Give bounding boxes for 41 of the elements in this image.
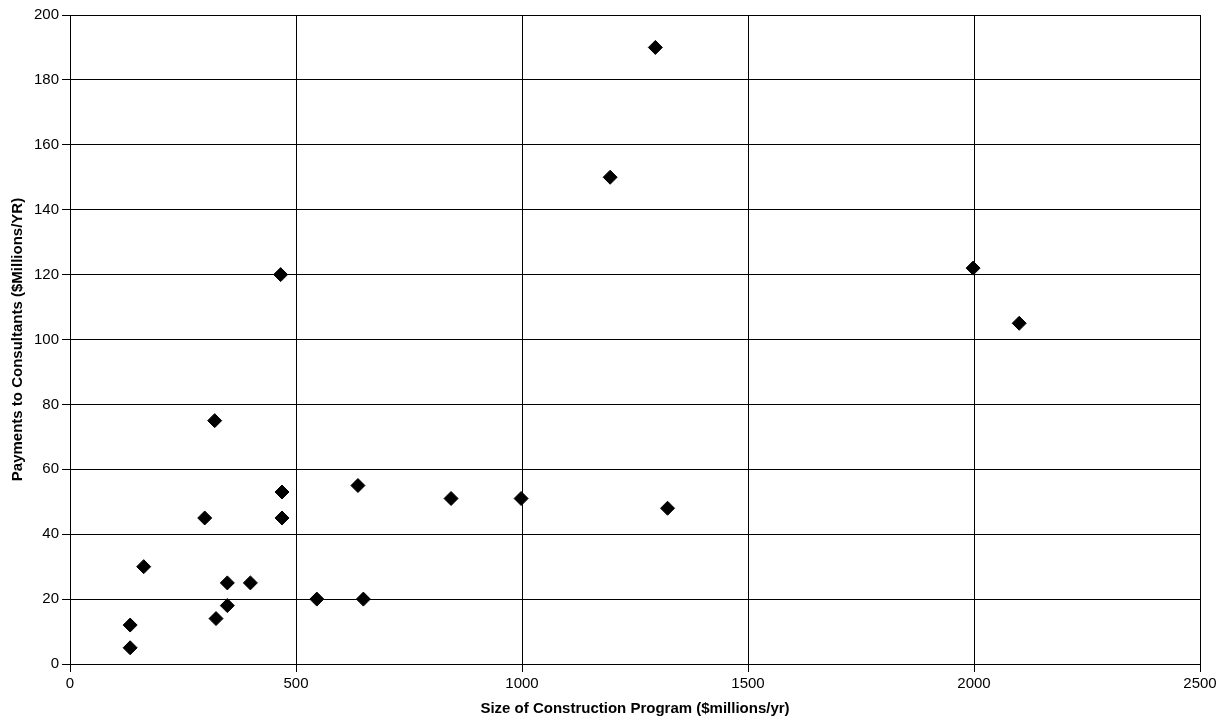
y-tick-label: 180 (34, 70, 60, 88)
y-tick-label: 120 (34, 264, 60, 282)
x-tick-label: 1500 (731, 674, 765, 692)
x-tick-label: 1000 (505, 674, 539, 692)
y-tick-label: 200 (34, 5, 60, 23)
point (274, 510, 290, 526)
point (242, 575, 258, 591)
point (219, 598, 235, 614)
x-axis-title: Size of Construction Program ($millions/yr) (480, 699, 790, 717)
point (136, 559, 152, 575)
point (660, 500, 676, 516)
x-tick-label: 2000 (957, 674, 991, 692)
y-tick-label: 160 (34, 134, 60, 152)
y-tick-label: 60 (42, 459, 60, 477)
point (273, 267, 289, 283)
y-tick-label: 100 (34, 329, 60, 347)
point (350, 478, 366, 494)
y-axis-title: Payments to Consultants ($Millions/YR) (8, 197, 26, 482)
point (602, 169, 618, 185)
y-tick-label: 0 (50, 654, 60, 672)
point (513, 491, 529, 507)
x-tick-label: 2500 (1183, 674, 1217, 692)
point (355, 591, 371, 607)
x-tick-label: 500 (283, 674, 309, 692)
y-tick-label: 140 (34, 199, 60, 217)
point (1011, 315, 1027, 331)
y-tick-label: 40 (42, 524, 60, 542)
point (207, 413, 223, 429)
point (208, 611, 224, 627)
y-tick-label: 20 (42, 589, 60, 607)
y-tick-label: 80 (42, 394, 60, 412)
point (122, 617, 138, 633)
point (274, 484, 290, 500)
point (443, 491, 459, 507)
x-tick-label: 0 (65, 674, 75, 692)
point (197, 510, 213, 526)
point (965, 260, 981, 276)
point (122, 640, 138, 656)
point (647, 39, 663, 55)
point (309, 591, 325, 607)
point (219, 575, 235, 591)
